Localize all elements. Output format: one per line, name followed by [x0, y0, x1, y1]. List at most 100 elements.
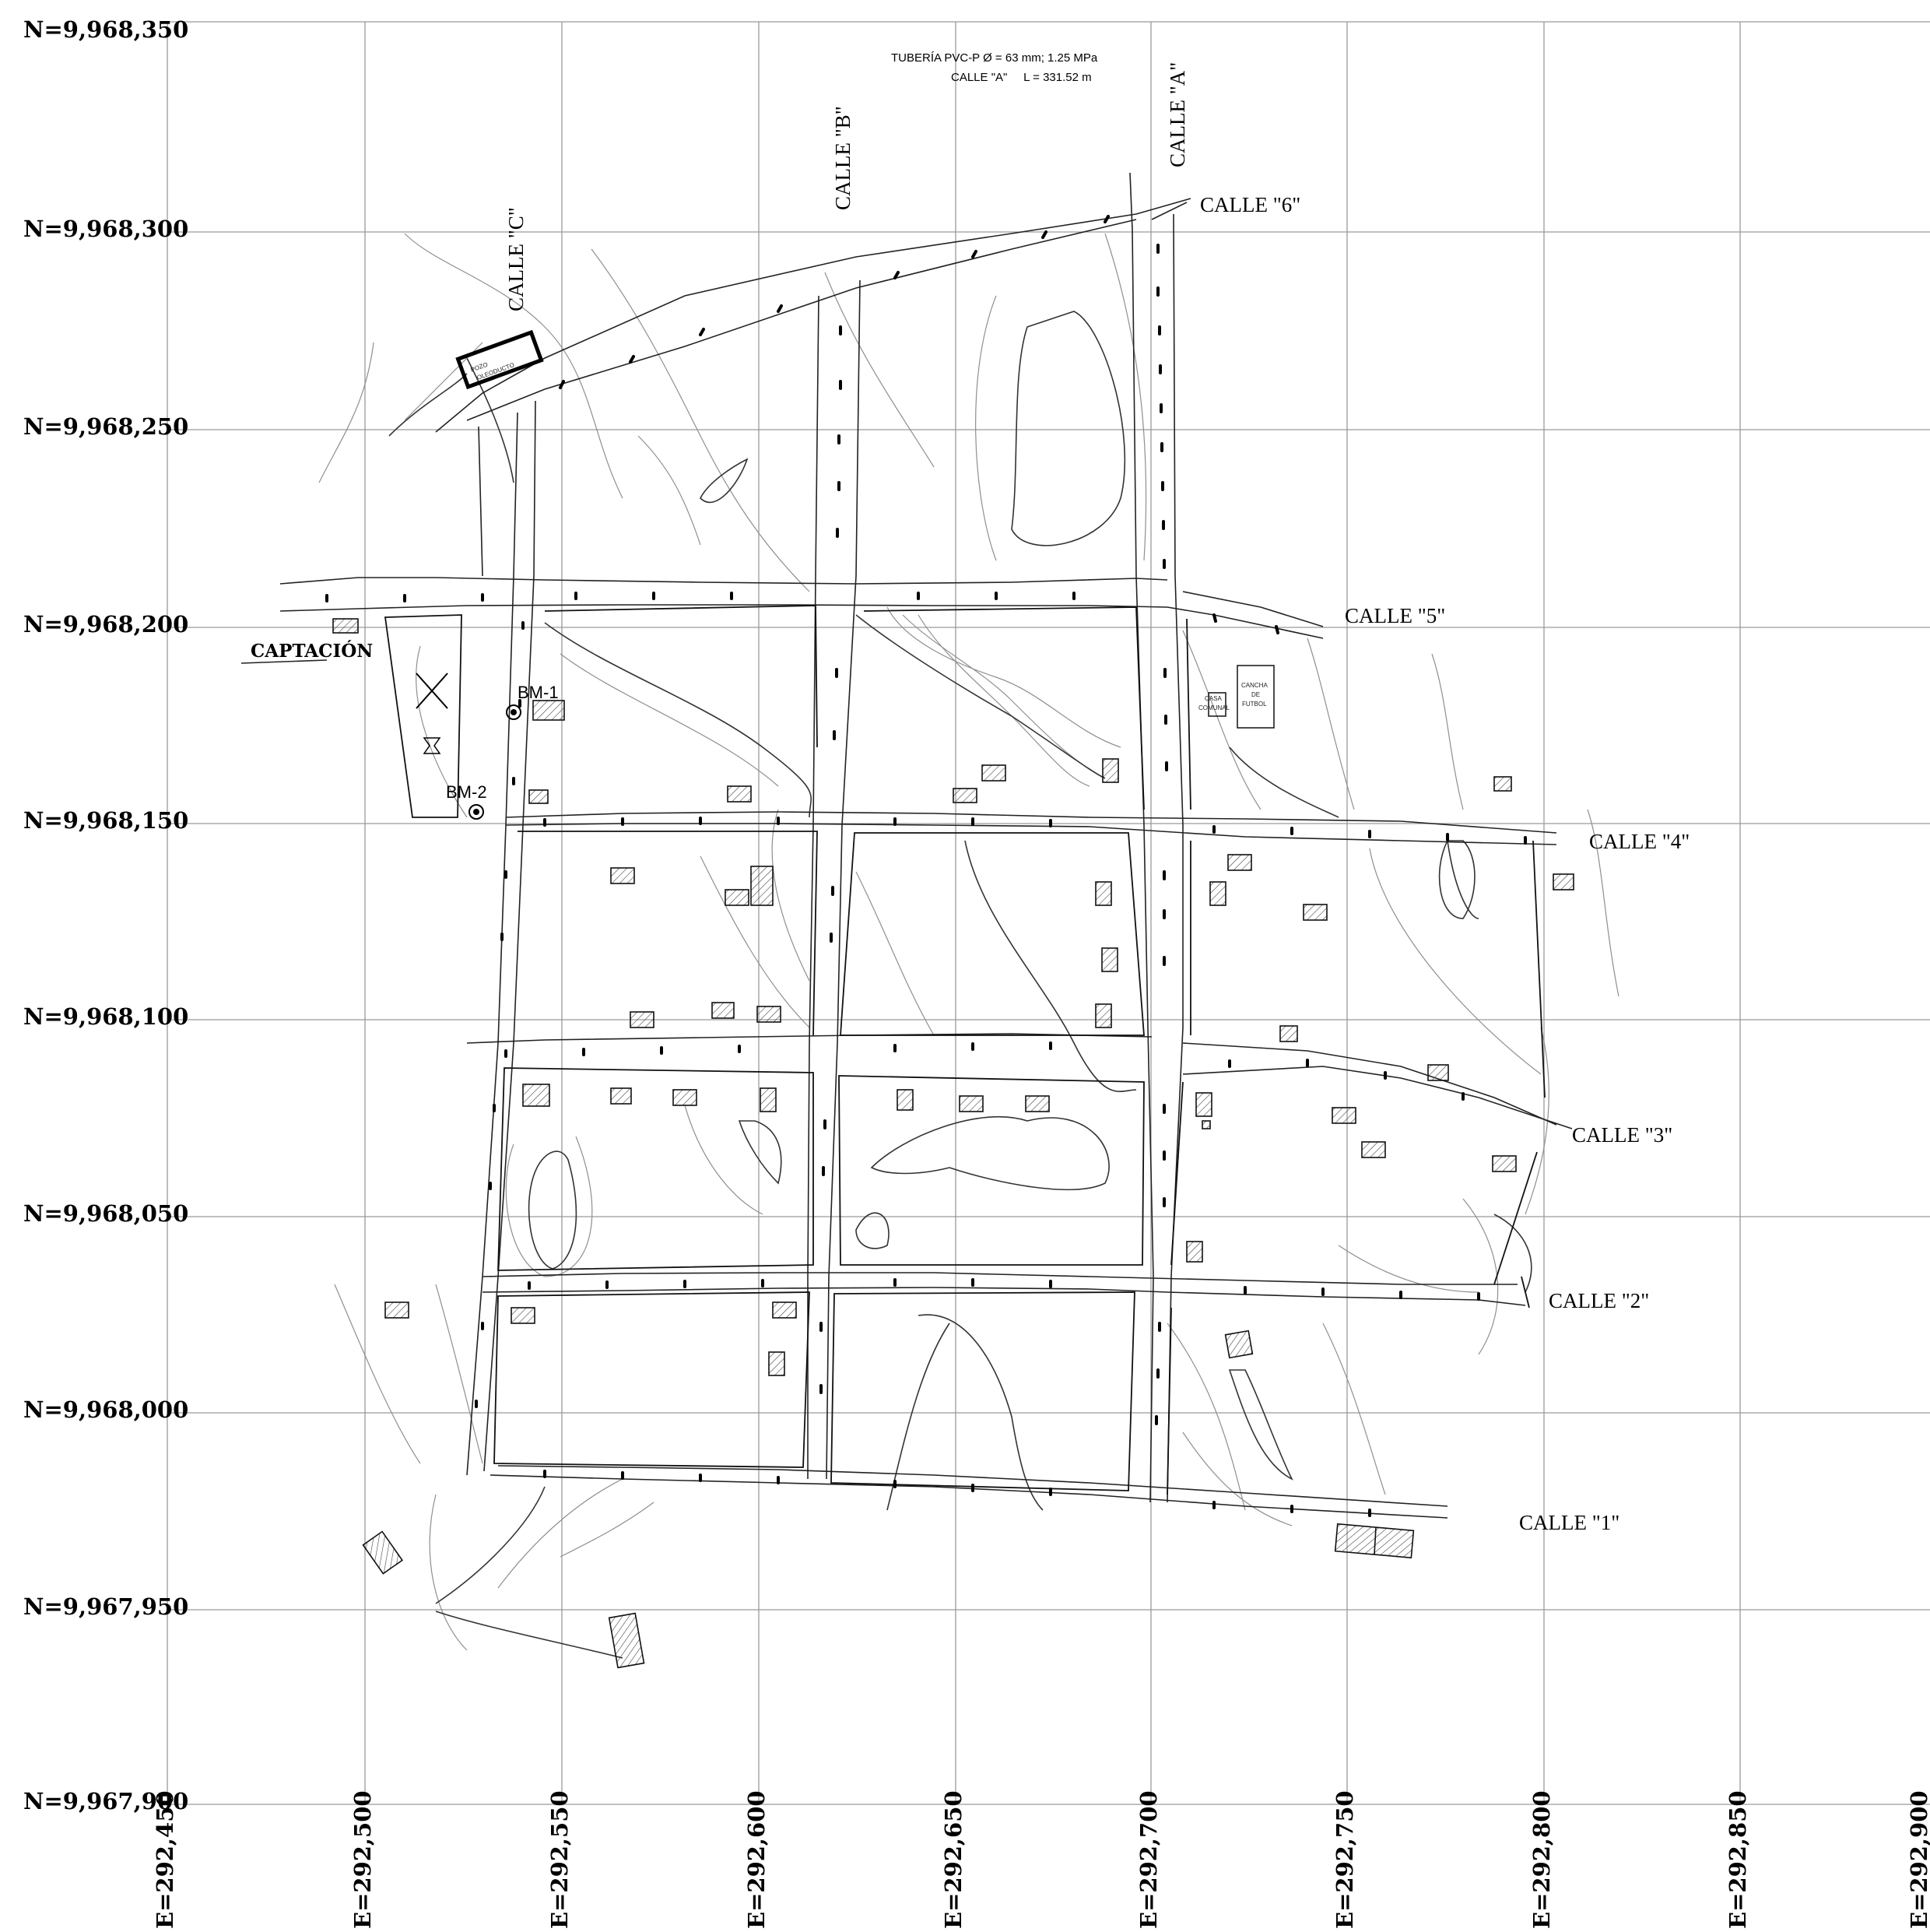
buildings [332, 618, 1574, 1669]
northing-label: N=9,967,950 [23, 1593, 188, 1620]
cancha-label: DE [1251, 691, 1260, 698]
building [772, 1301, 797, 1319]
road-network [240, 172, 1573, 1519]
building [981, 764, 1006, 782]
easting-label: E=292,600 [743, 1790, 770, 1929]
calle-3-road [466, 1033, 1153, 1044]
building [768, 1351, 785, 1376]
cancha-label: CANCHA [1241, 682, 1268, 689]
building [511, 1307, 535, 1324]
building [1102, 758, 1119, 783]
northing-label: N=9,968,200 [23, 611, 188, 638]
casa-comunal-label: COMUNAL [1198, 704, 1230, 711]
calle-b-road [807, 295, 819, 1479]
building [760, 1087, 777, 1112]
building [672, 1089, 697, 1106]
calle-6-label: CALLE "6" [1200, 193, 1300, 216]
building [532, 700, 565, 721]
coordinate-grid [167, 21, 1930, 1805]
building [1209, 881, 1226, 906]
building [610, 1087, 632, 1105]
calle-4-road [505, 811, 1557, 834]
building [1025, 1095, 1050, 1112]
building [711, 1002, 735, 1019]
building [1493, 776, 1512, 792]
calle-c-label: CALLE "C" [504, 207, 528, 311]
northing-labels: N=9,968,350 N=9,968,300 N=9,968,250 N=9,… [23, 16, 188, 1814]
captacion-label: CAPTACIÓN [251, 641, 373, 662]
building [1427, 1064, 1449, 1081]
northing-label: N=9,968,050 [23, 1200, 188, 1227]
easting-label: E=292,700 [1135, 1790, 1162, 1929]
cancha-outline [1237, 665, 1275, 729]
building [332, 618, 359, 634]
easting-label: E=292,900 [1906, 1790, 1930, 1929]
building [384, 1301, 409, 1319]
building [1303, 904, 1328, 921]
building [630, 1011, 654, 1028]
northing-label: N=9,968,300 [23, 216, 188, 242]
calle-2-road [482, 1272, 1518, 1285]
building [528, 789, 549, 804]
calle-1-label: CALLE "1" [1519, 1511, 1619, 1534]
cancha-label: FUTBOL [1242, 701, 1267, 708]
building [1186, 1241, 1203, 1263]
easting-label: E=292,750 [1332, 1790, 1358, 1929]
building [1224, 1330, 1254, 1359]
building [1279, 1025, 1298, 1042]
calle-5-label: CALLE "5" [1345, 604, 1445, 627]
northing-label: N=9,968,350 [23, 16, 188, 43]
building [750, 866, 774, 906]
community-facilities: CASA COMUNAL CANCHA DE FUTBOL [1198, 665, 1275, 729]
easting-label: E=292,850 [1725, 1790, 1751, 1929]
captacion-enclosure [384, 614, 462, 818]
easting-labels: E=292,450 E=292,500 E=292,550 E=292,600 … [152, 1790, 1930, 1929]
calle-a-road [1132, 229, 1154, 1503]
captacion-symbols [416, 673, 448, 754]
building [1095, 881, 1112, 906]
building [610, 867, 635, 884]
calle-c-road [466, 412, 518, 1476]
easting-label: E=292,800 [1528, 1790, 1555, 1929]
building [1492, 1155, 1517, 1172]
contour-lines [318, 233, 1619, 1659]
building [1202, 1120, 1211, 1129]
bm-marker [506, 704, 521, 720]
northing-label: N=9,968,100 [23, 1003, 188, 1030]
pipe-note-line1: TUBERÍA PVC-P Ø = 63 mm; 1.25 MPa [891, 51, 1098, 65]
bm2-label: BM-2 [446, 782, 487, 802]
building [1227, 854, 1252, 871]
building [1553, 873, 1574, 890]
building [522, 1084, 550, 1107]
building [1195, 1092, 1212, 1117]
northing-label: N=9,967,900 [23, 1788, 188, 1814]
bm1-label: BM-1 [518, 683, 559, 702]
building [1095, 1003, 1112, 1028]
easting-label: E=292,450 [152, 1790, 178, 1929]
building [608, 1612, 645, 1669]
pipe-note-line2: CALLE "A" L = 331.52 m [951, 71, 1092, 84]
northing-label: N=9,968,150 [23, 807, 188, 834]
building [756, 1006, 781, 1023]
northing-label: N=9,968,000 [23, 1396, 188, 1423]
pozo-oleoducto: POZO OLEODUCTO [455, 329, 544, 390]
calle-6-road [435, 198, 1191, 433]
benchmarks: BM-1 BM-2 [446, 683, 559, 820]
building [727, 785, 752, 803]
building [362, 1530, 404, 1575]
building [725, 889, 749, 906]
building [959, 1095, 984, 1112]
bm-marker [468, 804, 484, 820]
easting-label: E=292,500 [349, 1790, 376, 1929]
building [1361, 1141, 1386, 1158]
casa-comunal-outline [1208, 692, 1226, 717]
building [1101, 947, 1118, 972]
calle-a-label: CALLE "A" [1166, 62, 1189, 167]
casa-comunal-label: CASA [1205, 695, 1222, 702]
easting-label: E=292,650 [940, 1790, 967, 1929]
northing-label: N=9,968,250 [23, 413, 188, 440]
building [1332, 1107, 1356, 1124]
road-centerline-markers [325, 215, 1527, 1517]
calle-2-label: CALLE "2" [1549, 1289, 1649, 1312]
